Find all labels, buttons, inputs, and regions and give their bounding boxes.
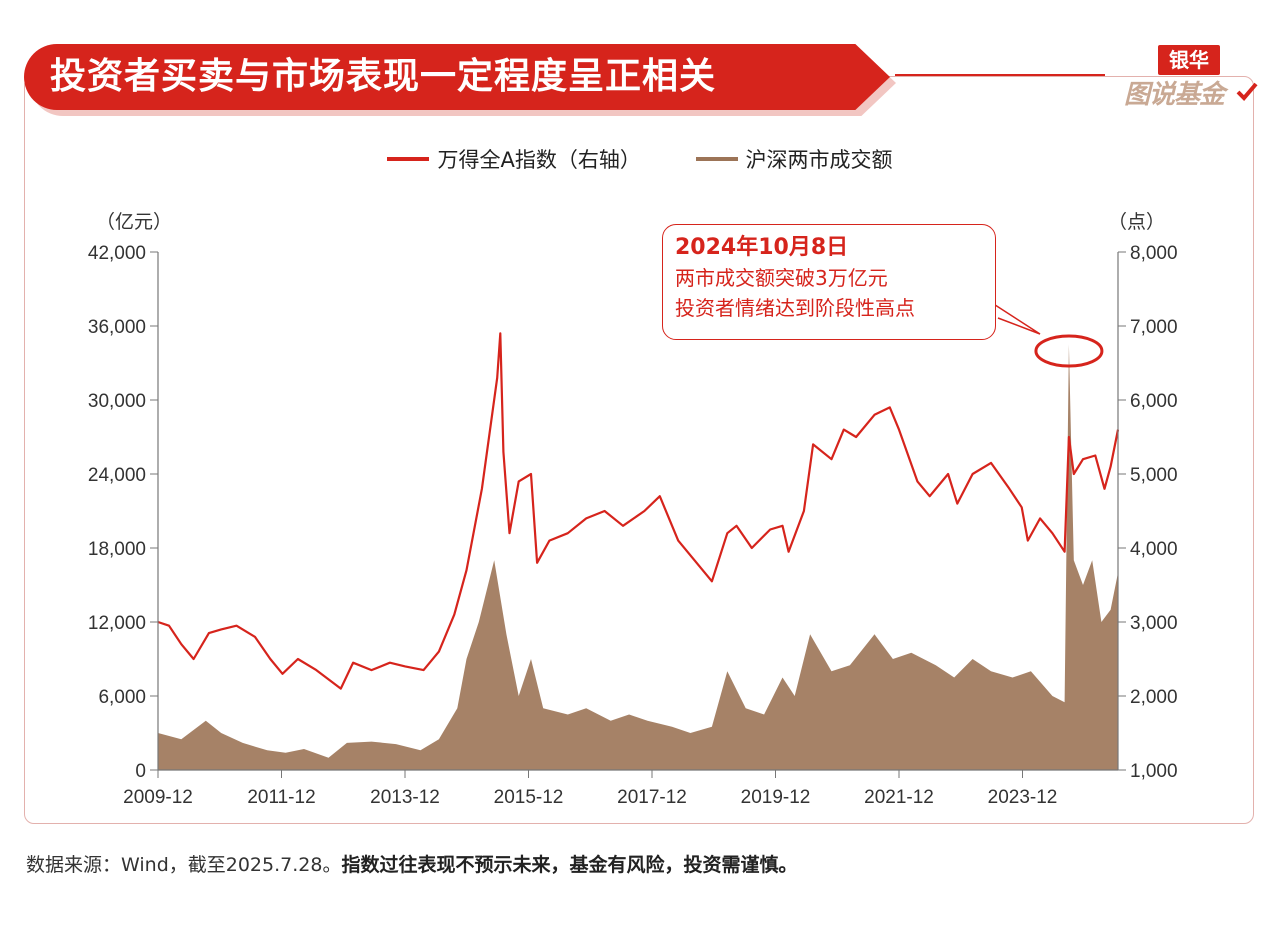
logo-bottom: 图说基金 [1124, 80, 1225, 110]
check-icon [1236, 82, 1258, 101]
legend-item-volume: 沪深两市成交额 [695, 144, 893, 174]
x-tick-label: 2015-12 [494, 787, 564, 808]
left-axis-unit: （亿元） [96, 211, 172, 233]
x-tick-label: 2017-12 [617, 787, 687, 808]
series-line-index [157, 332, 1120, 690]
legend-swatch-index [387, 157, 430, 161]
right-axis-unit: （点） [1108, 211, 1165, 233]
left-tick-label: 12,000 [88, 613, 146, 634]
left-tick-label: 24,000 [88, 465, 146, 486]
x-tick-label: 2021-12 [864, 787, 934, 808]
right-tick-label: 7,000 [1130, 317, 1178, 338]
right-tick-label: 2,000 [1130, 687, 1178, 708]
x-tick-label: 2011-12 [247, 787, 315, 808]
footer-source: 数据来源：Wind，截至2025.7.28。 [26, 854, 342, 876]
page-title: 投资者买卖与市场表现一定程度呈正相关 [24, 44, 890, 110]
highlight-ellipse [1034, 334, 1104, 368]
right-tick-label: 4,000 [1130, 539, 1178, 560]
callout-box: 2024年10月8日 两市成交额突破3万亿元 投资者情绪达到阶段性高点 [662, 224, 996, 340]
left-tick-label: 0 [135, 761, 146, 782]
right-tick-label: 1,000 [1130, 761, 1178, 782]
left-tick-label: 36,000 [88, 317, 146, 338]
chart-legend: 万得全A指数（右轴） 沪深两市成交额 [0, 142, 1280, 174]
title-divider [895, 74, 1105, 76]
legend-label-volume: 沪深两市成交额 [745, 148, 893, 172]
right-tick-label: 6,000 [1130, 391, 1178, 412]
callout-line-2: 投资者情绪达到阶段性高点 [675, 296, 915, 320]
left-tick-label: 6,000 [98, 687, 146, 708]
series-area-volume [158, 344, 1118, 770]
right-tick-label: 3,000 [1130, 613, 1178, 634]
x-tick-label: 2013-12 [370, 787, 440, 808]
right-tick-label: 5,000 [1130, 465, 1178, 486]
left-tick-label: 30,000 [88, 391, 146, 412]
right-tick-label: 8,000 [1130, 243, 1178, 264]
footer-note: 数据来源：Wind，截至2025.7.28。指数过往表现不预示未来，基金有风险，… [26, 850, 797, 877]
x-tick-label: 2023-12 [988, 787, 1058, 808]
x-tick-label: 2019-12 [741, 787, 811, 808]
footer-disclaimer: 指数过往表现不预示未来，基金有风险，投资需谨慎。 [341, 854, 798, 876]
callout-pointer [974, 291, 1041, 335]
callout-title: 2024年10月8日 [675, 235, 849, 260]
logo-top: 银华 [1158, 45, 1220, 75]
legend-swatch-volume [695, 157, 738, 161]
x-tick-label: 2009-12 [123, 787, 193, 808]
legend-label-index: 万得全A指数（右轴） [437, 148, 641, 172]
legend-item-index: 万得全A指数（右轴） [387, 144, 641, 174]
left-tick-label: 18,000 [88, 539, 146, 560]
callout-line-1: 两市成交额突破3万亿元 [675, 266, 888, 290]
left-tick-label: 42,000 [88, 243, 146, 264]
